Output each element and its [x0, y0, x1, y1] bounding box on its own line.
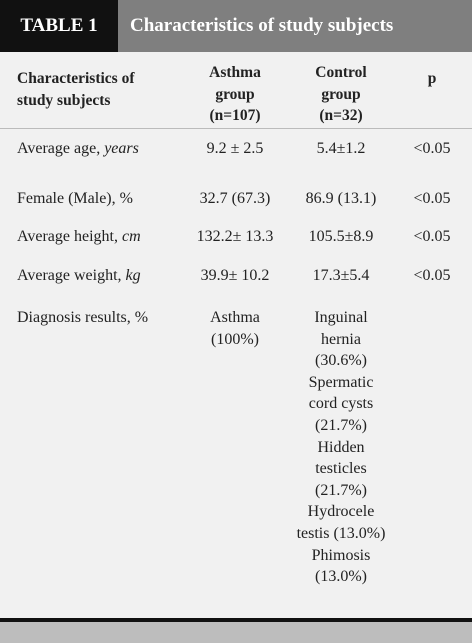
asthma-value: 39.9± 10.2: [200, 267, 270, 284]
p-value: <0.05: [413, 190, 451, 207]
control-item: Spermatic cord cysts (21.7%): [308, 373, 374, 434]
row-label: Average height, cm: [17, 226, 141, 248]
row-unit: years: [104, 140, 139, 157]
column-header: Asthma group (n=107): [209, 64, 261, 125]
p-value: <0.05: [413, 267, 451, 284]
row-label-text: Average age,: [17, 140, 101, 157]
row-label: Average age, years: [17, 138, 139, 160]
footer-band: [0, 622, 472, 643]
p-value: <0.05: [413, 140, 451, 157]
asthma-value: 32.7 (67.3): [199, 190, 271, 207]
bottom-rule: [0, 618, 472, 622]
control-list: Inguinal hernia (30.6%) Spermatic cord cy…: [296, 307, 386, 588]
header-rule: [0, 128, 472, 129]
table-label: TABLE 1: [0, 0, 118, 52]
row-label: Female (Male), %: [17, 188, 133, 210]
column-header: p: [427, 70, 437, 87]
control-item: Hydrocele testis (13.0%): [296, 503, 386, 542]
row-label: Average weight, kg: [17, 265, 141, 287]
row-unit: kg: [125, 267, 141, 284]
control-value: 5.4±1.2: [316, 140, 366, 157]
asthma-value: Asthma (100%): [210, 309, 260, 348]
control-value: 17.3±5.4: [312, 267, 370, 284]
row-label-text: Female (Male), %: [17, 190, 133, 207]
row-label-text: Average height,: [17, 228, 118, 245]
control-value: 86.9 (13.1): [305, 190, 377, 207]
p-value: <0.05: [413, 228, 451, 245]
asthma-value: 132.2± 13.3: [196, 228, 274, 245]
row-label-text: Average weight,: [17, 267, 122, 284]
control-item: Phimosis (13.0%): [311, 546, 371, 586]
control-value: 105.5±8.9: [308, 228, 374, 245]
column-header: Control group (n=32): [315, 64, 367, 125]
control-item: Inguinal hernia (30.6%): [314, 309, 368, 370]
table-title: Characteristics of study subjects: [130, 15, 394, 36]
control-item: Hidden testicles (21.7%): [315, 438, 367, 499]
row-label: Diagnosis results, %: [17, 309, 149, 326]
column-header: Characteristics of study subjects: [17, 70, 135, 109]
asthma-value: 9.2 ± 2.5: [206, 140, 264, 157]
row-unit: cm: [122, 228, 141, 245]
